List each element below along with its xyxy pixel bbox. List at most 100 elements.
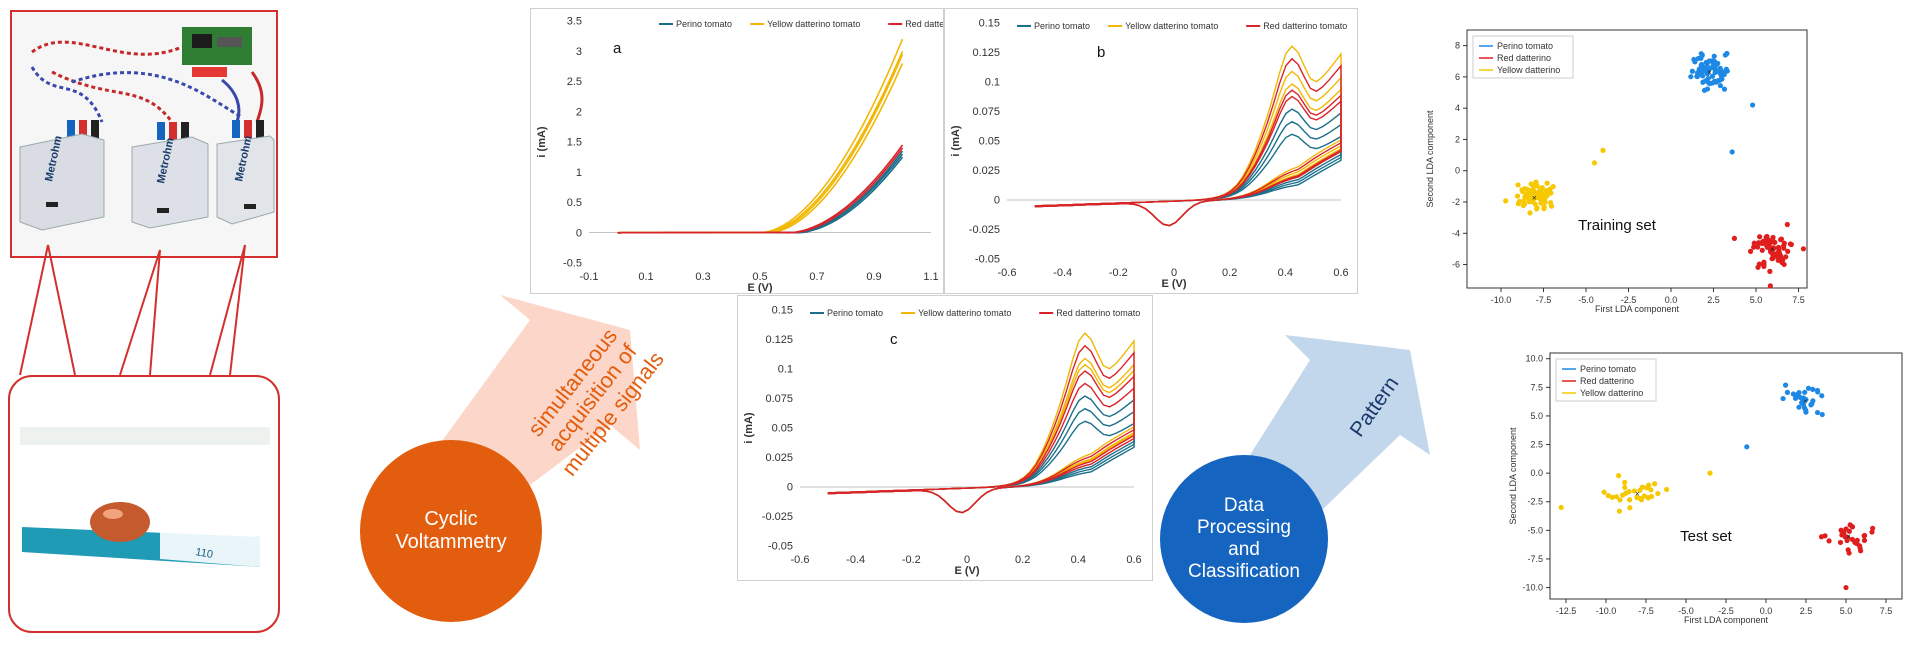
y-tick-label: 7.5 [1530, 382, 1543, 392]
scatter-point [1724, 68, 1730, 74]
legend-label: Perino tomato [676, 19, 732, 29]
y-tick-label: 0.0 [1530, 468, 1543, 478]
scatter-point [1711, 53, 1717, 59]
x-tick-label: 0.9 [866, 271, 881, 283]
scatter-point [1605, 493, 1611, 499]
scatter-point [1796, 404, 1802, 410]
y-tick-label: 0.05 [979, 136, 1000, 148]
y-tick-label: 0.1 [985, 77, 1000, 89]
scatter-point [1622, 479, 1628, 485]
scatter-point [1514, 193, 1521, 199]
scatter-point [1648, 493, 1655, 500]
y-tick-label: -0.5 [563, 258, 582, 270]
scatter-point [1694, 73, 1701, 80]
scatter-point [1784, 389, 1791, 395]
scatter-point [1759, 247, 1765, 253]
scatter-point [1616, 473, 1622, 479]
set-annotation: Training set [1578, 217, 1657, 234]
device-photo-drawing: Metrohm Metrohm Metrohm [19, 27, 275, 231]
scatter-point [1704, 61, 1710, 67]
scatter-point [1600, 147, 1606, 153]
y-tick-label: 0.075 [765, 393, 793, 405]
scatter-point [1744, 444, 1750, 450]
y-tick-label: 4 [1455, 103, 1460, 113]
y-tick-label: 0 [576, 227, 582, 239]
scatter-point [1616, 508, 1623, 514]
x-tick-label: 2.5 [1707, 295, 1720, 305]
cv-curve-yellow-datterino-tomato [827, 363, 1135, 514]
y-tick-label: -2.5 [1527, 497, 1543, 507]
scatter-point [1751, 244, 1757, 250]
legend-label: Perino tomato [827, 308, 883, 318]
data-processing-circle: Data Processing and Classification [1160, 455, 1328, 623]
scatter-point [1532, 201, 1538, 207]
scatter-point [1800, 246, 1807, 252]
x-tick-label: 0.0 [1665, 295, 1678, 305]
curve-red-datterino-tomato [617, 144, 904, 234]
scatter-point [1822, 533, 1828, 539]
scatter-point [1780, 395, 1786, 402]
scatter-point [1627, 505, 1633, 511]
scatter-point [1704, 86, 1711, 92]
x-tick-label: 0.6 [1333, 267, 1348, 279]
y-tick-label: 5.0 [1530, 411, 1543, 421]
legend-label: Red datterino tomato [905, 19, 943, 29]
cv-panel-a: -0.1 0.1 0.3 0.5 0.7 0.9 1.1 -0.5 0 0.5 1 1.5 2 2.5 3 3… [530, 8, 989, 294]
legend-label: Yellow datterino tomato [918, 308, 1011, 318]
scatter-point [1775, 245, 1781, 251]
scatter-point [1756, 261, 1762, 267]
scatter-point [1810, 386, 1816, 392]
scatter-point [1843, 584, 1849, 591]
x-tick-label: 0.6 [1126, 554, 1141, 566]
legend-label: Yellow datterino [1580, 388, 1643, 398]
x-tick-label: 2.5 [1800, 606, 1813, 616]
x-tick-label: -2.5 [1621, 295, 1637, 305]
scatter-point [1819, 411, 1825, 418]
x-axis-label: First LDA component [1595, 304, 1680, 314]
x-tick-label: 0.1 [638, 271, 653, 283]
x-tick-label: 0.7 [809, 271, 824, 283]
legend-label: Perino tomato [1580, 364, 1636, 374]
scatter-point [1533, 206, 1540, 212]
scatter-point [1712, 65, 1718, 72]
panel-letter: a [613, 40, 622, 57]
lda-training-panel: -10.0 -7.5 -5.0 -2.5 0.0 2.5 5.0 7.5 -6 -4 -2 0 2 4 6 8… [1415, 22, 1810, 327]
scatter-point [1519, 187, 1525, 193]
legend-label: Red datterino tomato [1056, 308, 1140, 318]
y-axis-label: i (mA) [950, 125, 962, 157]
x-tick-label: 0.2 [1222, 267, 1237, 279]
lda-test-chart: -12.5 -10.0 -7.5 -5.0 -2.5 0.0 2.5 5.0 7.5 -10.0 -… [1508, 352, 1903, 625]
cyclic-voltammetry-label: Cyclic Voltammetry [395, 508, 507, 553]
potentiostat-box-1: Metrohm [19, 133, 105, 231]
scatter-point [1755, 244, 1761, 250]
y-tick-label: 0.025 [972, 165, 1000, 177]
x-tick-label: -7.5 [1536, 295, 1552, 305]
y-tick-label: 1 [576, 167, 582, 179]
y-tick-label: -0.05 [975, 254, 1000, 266]
connector-lines [19, 244, 246, 376]
cv-chart-a: -0.1 0.1 0.3 0.5 0.7 0.9 1.1 -0.5 0 0.5 1 1.5 2 2.5 3 3… [536, 16, 989, 294]
scatter-point [1711, 58, 1717, 64]
scatter-point [1717, 65, 1723, 71]
scatter-point [1558, 504, 1564, 511]
x-tick-label: -5.0 [1578, 295, 1594, 305]
y-tick-label: 0 [994, 195, 1000, 207]
scatter-point [1759, 239, 1766, 245]
x-tick-label: 7.5 [1792, 295, 1805, 305]
x-tick-label: 5.0 [1840, 606, 1853, 616]
x-tick-label: -0.1 [580, 271, 599, 283]
scatter-point [1722, 52, 1728, 58]
scatter-point [1796, 389, 1802, 396]
scatter-point [1788, 241, 1794, 248]
scatter-point [1601, 489, 1607, 495]
y-tick-label: 1.5 [567, 137, 582, 149]
cv-curve-red-datterino-tomato [827, 382, 1135, 514]
cyclic-voltammetry-circle: Cyclic Voltammetry [360, 440, 542, 622]
x-tick-label: 7.5 [1880, 606, 1893, 616]
scatter-point [1815, 389, 1821, 395]
y-tick-label: -0.025 [969, 224, 1000, 236]
legend-label: Red datterino [1497, 53, 1551, 63]
scatter-point [1717, 83, 1724, 89]
scatter-point [1641, 493, 1647, 499]
scatter-point [1808, 402, 1814, 408]
